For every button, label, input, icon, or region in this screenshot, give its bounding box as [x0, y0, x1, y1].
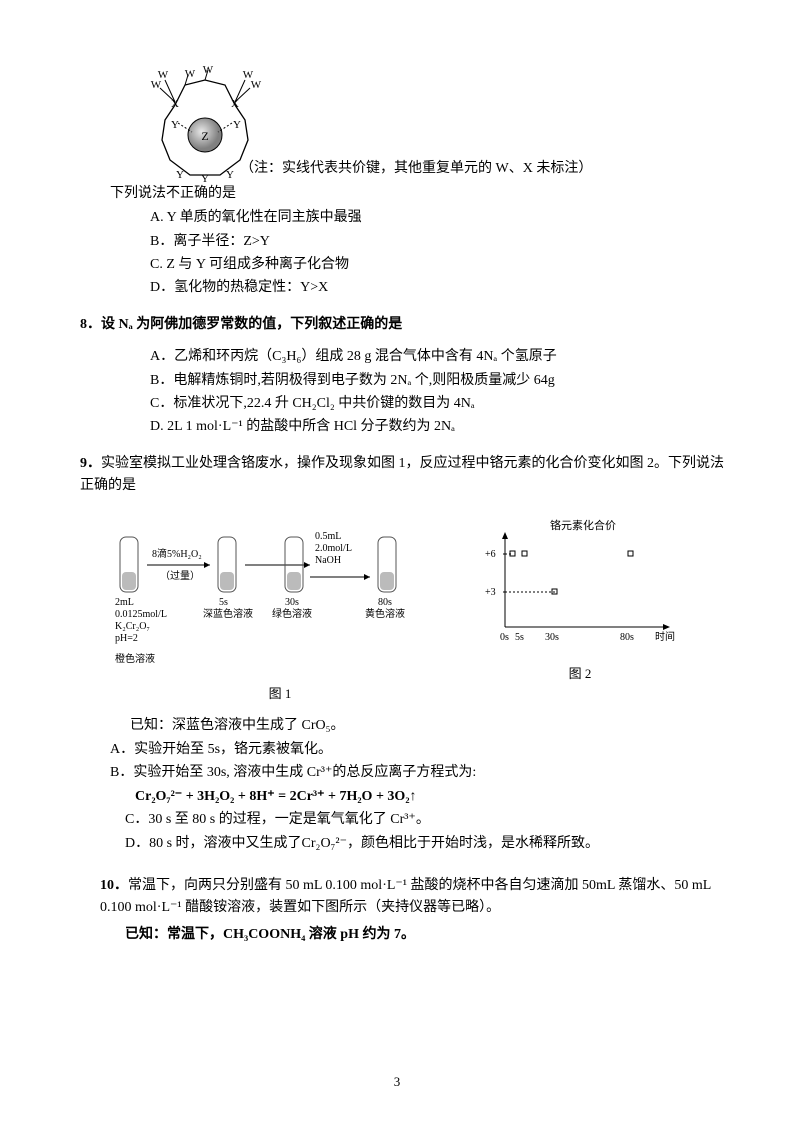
svg-text:深蓝色溶液: 深蓝色溶液 [203, 607, 253, 620]
svg-text:+3: +3 [485, 587, 496, 598]
svg-text:黄色溶液: 黄色溶液 [365, 607, 405, 620]
svg-text:pH=2: pH=2 [115, 633, 138, 644]
svg-text:0.5mL: 0.5mL [315, 531, 341, 542]
q9-opt-b1: B．实验开始至 30s, 溶液中生成 Cr³⁺的总反应离子方程式为: [110, 762, 724, 784]
svg-text:Y: Y [233, 119, 241, 131]
svg-text:（过量）: （过量） [160, 569, 200, 582]
q7-opt-d: D．氢化物的热稳定性：Y>X [150, 277, 724, 299]
q9-opt-a: A．实验开始至 5s，铬元素被氧化。 [110, 739, 724, 761]
svg-text:2mL: 2mL [115, 597, 134, 608]
svg-text:0s: 0s [500, 632, 509, 643]
svg-text:Z: Z [201, 129, 208, 143]
svg-text:NaOH: NaOH [315, 555, 341, 566]
q10-num: 10． [100, 878, 128, 893]
diagram-note: （注：实线代表共价键，其他重复单元的 W、X 未标注） [240, 158, 724, 180]
fig1-label: 图 1 [110, 684, 450, 705]
q9-num: 9． [80, 456, 101, 471]
q9-known: 已知：深蓝色溶液中生成了 CrO₅。 [130, 715, 724, 737]
svg-text:+6: +6 [485, 549, 496, 560]
svg-text:Y: Y [226, 169, 234, 181]
q9-opt-c: C．30 s 至 80 s 的过程，一定是氧气氧化了 Cr³⁺。 [125, 809, 724, 831]
svg-text:绿色溶液: 绿色溶液 [272, 607, 312, 620]
svg-text:W: W [158, 69, 169, 81]
figure-2: 铬元素化合价 +6 +3 0s 5s 30s 80s 时间 [480, 517, 680, 704]
svg-text:K₂Cr₂O₇: K₂Cr₂O₇ [115, 621, 150, 632]
figure-1: 2mL 0.0125mol/L K₂Cr₂O₇ pH=2 橙色溶液 8滴5%H₂… [110, 517, 450, 704]
svg-text:时间: 时间 [655, 630, 675, 643]
svg-text:Y: Y [171, 119, 179, 131]
q10-stem: 常温下，向两只分别盛有 50 mL 0.100 mol·L⁻¹ 盐酸的烧杯中各自… [100, 878, 711, 915]
svg-text:铬元素化合价: 铬元素化合价 [550, 518, 616, 532]
svg-text:Y: Y [176, 169, 184, 181]
svg-text:橙色溶液: 橙色溶液 [115, 652, 155, 665]
q9-opt-d: D．80 s 时，溶液中又生成了Cr₂O₇²⁻，颜色相比于开始时浅，是水稀释所致… [125, 833, 724, 855]
q10: 10．常温下，向两只分别盛有 50 mL 0.100 mol·L⁻¹ 盐酸的烧杯… [100, 875, 724, 920]
q9: 9．实验室模拟工业处理含铬废水，操作及现象如图 1，反应过程中铬元素的化合价变化… [80, 453, 724, 498]
q8: 8．设 Nₐ 为阿佛加德罗常数的值，下列叙述正确的是 [80, 314, 724, 336]
svg-text:80s: 80s [378, 597, 392, 608]
svg-text:80s: 80s [620, 632, 634, 643]
q7-opt-a: A. Y 单质的氧化性在同主族中最强 [150, 207, 724, 229]
svg-text:W: W [185, 68, 196, 80]
svg-text:2.0mol/L: 2.0mol/L [315, 543, 352, 554]
q8-opt-a: A．乙烯和环丙烷（C₃H₆）组成 28 g 混合气体中含有 4Nₐ 个氢原子 [150, 346, 724, 368]
svg-text:5s: 5s [515, 632, 524, 643]
svg-text:0.0125mol/L: 0.0125mol/L [115, 609, 167, 620]
svg-text:W: W [243, 69, 254, 81]
svg-text:8滴5%H₂O₂: 8滴5%H₂O₂ [152, 547, 202, 560]
q9-stem: 实验室模拟工业处理含铬废水，操作及现象如图 1，反应过程中铬元素的化合价变化如图… [80, 456, 724, 493]
q10-known: 已知：常温下，CH₃COONH₄ 溶液 pH 约为 7。 [125, 924, 724, 946]
q7-opt-b: B．离子半径：Z>Y [150, 231, 724, 253]
q8-num: 8． [80, 317, 101, 332]
svg-text:W: W [203, 64, 214, 76]
svg-text:5s: 5s [219, 597, 228, 608]
q7-stem: 下列说法不正确的是 [110, 183, 724, 205]
q9-opt-b2: Cr₂O₇²⁻ + 3H₂O₂ + 8H⁺ = 2Cr³⁺ + 7H₂O + 3… [135, 786, 724, 808]
q7-opt-c: C. Z 与 Y 可组成多种离子化合物 [150, 254, 724, 276]
q8-stem: 设 Nₐ 为阿佛加德罗常数的值，下列叙述正确的是 [101, 317, 402, 332]
page-number: 3 [0, 1072, 794, 1093]
q8-opt-b: B．电解精炼铜时,若阴极得到电子数为 2Nₐ 个,则阳极质量减少 64g [150, 370, 724, 392]
svg-text:30s: 30s [285, 597, 299, 608]
q8-opt-d: D. 2L 1 mol·L⁻¹ 的盐酸中所含 HCl 分子数约为 2Nₐ [150, 416, 724, 438]
fig2-label: 图 2 [480, 664, 680, 685]
q8-opt-c: C．标准状况下,22.4 升 CH₂Cl₂ 中共价键的数目为 4Nₐ [150, 393, 724, 415]
svg-text:30s: 30s [545, 632, 559, 643]
